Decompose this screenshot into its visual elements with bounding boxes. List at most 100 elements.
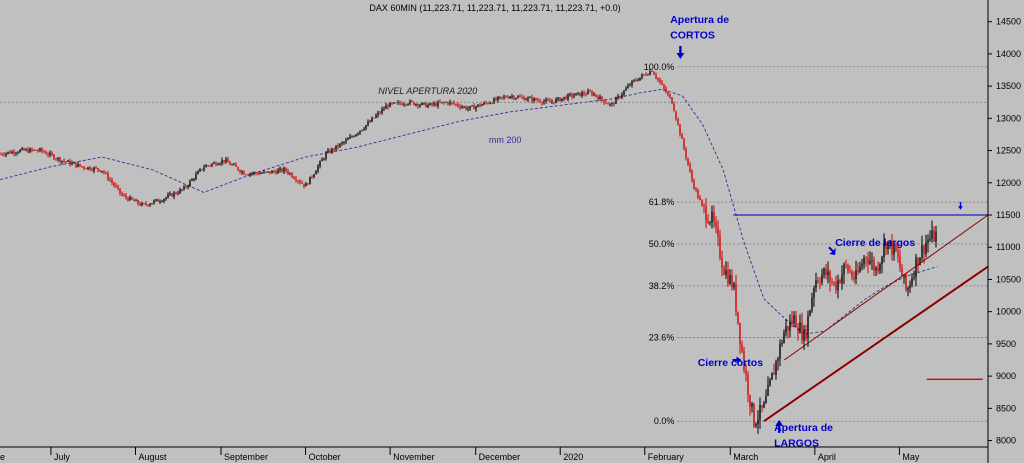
annotation-label: Cierre cortos <box>698 357 764 369</box>
candle-body <box>405 104 407 106</box>
candle-body <box>489 102 491 104</box>
x-tick-label: December <box>479 452 521 462</box>
candle-body <box>145 203 147 205</box>
candle-body <box>585 94 587 96</box>
candle-body <box>667 92 669 95</box>
candle-body <box>141 203 143 206</box>
candle-body <box>227 159 229 163</box>
candle-body <box>59 157 61 162</box>
candle-body <box>569 94 571 95</box>
candle-body <box>255 172 257 174</box>
candle-body <box>33 149 35 151</box>
candle-body <box>311 176 313 178</box>
candle-body <box>35 149 37 151</box>
candle-body <box>125 195 127 198</box>
candle-body <box>711 212 713 223</box>
candle-body <box>861 264 863 267</box>
candle-body <box>413 101 415 105</box>
candle-body <box>893 243 895 255</box>
candle-body <box>161 201 163 203</box>
candle-body <box>261 173 263 174</box>
candle-body <box>91 169 93 171</box>
candle-body <box>87 167 89 170</box>
candle-body <box>21 148 23 150</box>
candle-body <box>921 245 923 258</box>
candle-body <box>687 157 689 165</box>
candle-body <box>561 98 563 101</box>
candle-body <box>235 164 237 167</box>
candle-body <box>615 97 617 105</box>
candle-body <box>743 351 745 371</box>
candle-body <box>581 92 583 97</box>
candle-body <box>247 174 249 176</box>
candle-body <box>771 372 773 380</box>
candle-body <box>407 104 409 105</box>
candle-body <box>73 162 75 164</box>
candle-body <box>181 189 183 191</box>
candle-body <box>493 98 495 104</box>
candle-body <box>557 97 559 100</box>
candle-body <box>233 164 235 166</box>
candle-body <box>655 74 657 78</box>
candle-body <box>369 121 371 123</box>
candle-body <box>697 189 699 198</box>
candle-body <box>659 79 661 83</box>
candle-body <box>913 276 915 279</box>
candle-body <box>455 104 457 105</box>
candle-body <box>153 200 155 204</box>
candle-body <box>611 103 613 104</box>
candle-body <box>277 170 279 174</box>
candle-body <box>337 145 339 147</box>
candle-body <box>457 104 459 107</box>
candle-body <box>597 96 599 100</box>
candle-body <box>817 280 819 283</box>
candle-body <box>605 102 607 104</box>
candle-body <box>519 96 521 98</box>
candle-body <box>183 186 185 190</box>
x-tick-label: May <box>902 452 920 462</box>
candle-body <box>385 105 387 109</box>
candle-body <box>831 281 833 283</box>
candle-body <box>273 170 275 172</box>
candle-body <box>867 257 869 264</box>
candle-body <box>483 102 485 105</box>
candle-body <box>419 104 421 107</box>
candle-body <box>927 240 929 243</box>
candle-body <box>415 104 417 105</box>
candle-body <box>123 195 125 196</box>
candle-body <box>645 74 647 76</box>
candle-body <box>763 402 765 408</box>
candle-body <box>375 115 377 118</box>
candle-body <box>345 139 347 143</box>
y-tick-label: 14500 <box>996 17 1021 27</box>
y-tick-label: 13000 <box>996 113 1021 123</box>
candle-body <box>329 150 331 153</box>
candle-body <box>327 150 329 153</box>
candle-body <box>393 102 395 104</box>
candle-body <box>225 159 227 162</box>
candle-body <box>351 136 353 138</box>
candle-body <box>829 271 831 282</box>
candle-body <box>527 97 529 100</box>
candle-body <box>709 222 711 224</box>
candle-body <box>559 97 561 101</box>
candle-body <box>93 167 95 171</box>
candle-body <box>607 103 609 105</box>
candle-body <box>815 280 817 289</box>
candle-body <box>757 419 759 425</box>
candle-body <box>705 205 707 221</box>
candle-body <box>323 158 325 160</box>
candle-body <box>249 173 251 175</box>
candle-body <box>1 153 3 155</box>
candle-body <box>395 102 397 104</box>
candle-body <box>199 169 201 172</box>
annotation-label: Apertura de <box>670 14 729 26</box>
candle-body <box>869 261 871 264</box>
candle-body <box>251 173 253 175</box>
candle-body <box>679 124 681 135</box>
candle-body <box>97 167 99 170</box>
candle-body <box>77 164 79 167</box>
candle-body <box>191 179 193 181</box>
candle-body <box>787 326 789 331</box>
annotation-label: Apertura de <box>774 422 833 434</box>
